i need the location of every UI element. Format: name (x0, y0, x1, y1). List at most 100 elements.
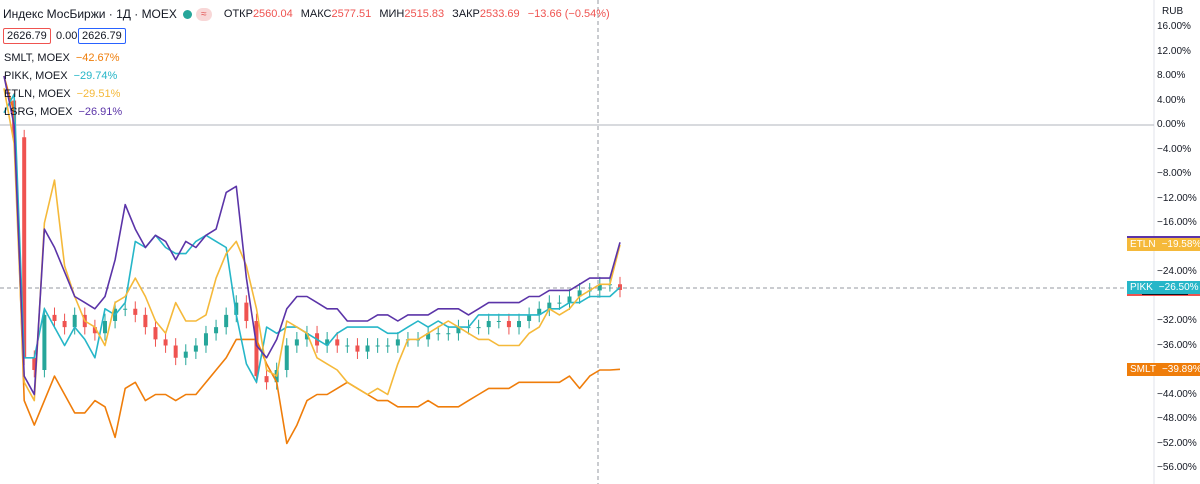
imoex-candle (355, 345, 360, 352)
imoex-candle (527, 314, 532, 321)
legend-value-etln: −29.51% (76, 88, 121, 100)
price-tag-name: SMLT (1130, 363, 1156, 375)
price-tag-name: PIKK (1130, 281, 1153, 293)
series-line-etln (3, 88, 621, 402)
y-tick-label: −44.00% (1157, 388, 1197, 400)
imoex-candle (365, 345, 370, 352)
imoex-candle (456, 327, 461, 334)
wave-icon[interactable]: ≈ (195, 7, 212, 21)
ohlc-readout: ОТКР2560.04 МАКС2577.51 МИН2515.83 ЗАКР2… (224, 8, 610, 20)
imoex-candle (193, 345, 198, 352)
price-tag-etln: ETLN −19.58% (1127, 238, 1200, 252)
price-tag-name: ETLN (1130, 239, 1156, 251)
chart-header: Индекс МосБиржи · 1Д · MOEX ≈ ОТКР2560.0… (3, 7, 610, 21)
y-tick-label: 12.00% (1157, 45, 1191, 57)
imoex-candle (264, 376, 269, 383)
imoex-candle (557, 302, 562, 304)
imoex-candle (506, 321, 511, 328)
symbol-title[interactable]: Индекс МосБиржи · 1Д · MOEX (3, 7, 177, 21)
imoex-candle (385, 345, 390, 347)
price-tag-smlt: SMLT −39.89% (1127, 362, 1200, 376)
y-tick-label: −56.00% (1157, 462, 1197, 473)
open-value: 2560.04 (252, 8, 293, 20)
imoex-candle (547, 302, 552, 309)
imoex-candle (284, 345, 289, 370)
buy-price-box[interactable]: 2626.79 (78, 28, 126, 44)
y-tick-label: 8.00% (1157, 70, 1186, 81)
legend-value-lsrg: −26.91% (78, 106, 123, 118)
y-tick-label: −36.00% (1157, 339, 1197, 351)
imoex-candle (92, 327, 97, 334)
price-tag-value: −39.89% (1161, 363, 1200, 375)
imoex-candle (304, 333, 309, 340)
imoex-candle (173, 345, 178, 358)
imoex-candle (244, 302, 249, 321)
imoex-candle (426, 333, 431, 340)
imoex-candle (123, 308, 128, 310)
legend-value-pikk: −29.74% (73, 70, 118, 82)
imoex-candle (345, 345, 350, 347)
legend-item-lsrg[interactable]: LSRG, MOEX −26.91% (4, 106, 123, 118)
imoex-candle (42, 314, 47, 370)
imoex-candle (476, 327, 481, 329)
low-value: 2515.83 (404, 8, 445, 20)
imoex-candle (102, 321, 107, 334)
imoex-candle (234, 302, 239, 315)
market-status-icon (182, 9, 192, 19)
imoex-candle (597, 284, 602, 291)
imoex-candle (577, 290, 582, 297)
imoex-candle (183, 351, 188, 358)
y-tick-label: −16.00% (1157, 217, 1197, 228)
imoex-candle (153, 327, 158, 340)
imoex-candle (567, 296, 572, 303)
y-tick-label: −8.00% (1157, 168, 1192, 179)
close-label: ЗАКР (452, 8, 480, 20)
y-tick-label: 4.00% (1157, 94, 1186, 106)
y-tick-label: −12.00% (1157, 192, 1197, 204)
low-label: МИН (379, 8, 405, 20)
imoex-candle (22, 137, 27, 358)
imoex-candle (486, 321, 491, 328)
y-tick-label: 16.00% (1157, 21, 1191, 32)
close-value: 2533.69 (479, 8, 520, 20)
price-tag-value: −19.58% (1161, 239, 1200, 251)
legend-item-pikk[interactable]: PIKK, MOEX −29.74% (4, 70, 118, 82)
spread-value: 0.00 (56, 30, 78, 42)
y-tick-label: −52.00% (1157, 437, 1197, 449)
y-tick-label: −4.00% (1157, 143, 1192, 155)
legend-item-etln[interactable]: ETLN, MOEX −29.51% (4, 88, 121, 100)
imoex-candle (436, 333, 441, 335)
imoex-candle (618, 284, 622, 290)
imoex-candle (143, 314, 148, 328)
imoex-candle (254, 321, 259, 377)
high-label: МАКС (300, 8, 332, 20)
imoex-candle (214, 327, 219, 334)
imoex-candle (224, 314, 229, 328)
imoex-candle (335, 339, 340, 346)
series-line-pikk (3, 93, 621, 384)
imoex-candle (133, 308, 138, 315)
legend-item-smlt[interactable]: SMLT, MOEX −42.67% (4, 52, 120, 64)
y-tick-label: −32.00% (1157, 315, 1197, 326)
imoex-candle (395, 339, 400, 346)
open-label: ОТКР (223, 8, 253, 20)
legend-value-smlt: −42.67% (75, 52, 120, 64)
imoex-candle (72, 314, 77, 328)
imoex-candle (203, 333, 208, 346)
imoex-candle (537, 308, 542, 315)
imoex-candle (163, 339, 168, 346)
series-line-lsrg (3, 75, 621, 396)
high-value: 2577.51 (331, 8, 372, 20)
imoex-candle (62, 321, 67, 328)
imoex-candle (32, 357, 37, 370)
y-tick-label: 0.00% (1157, 119, 1186, 130)
imoex-candle (52, 314, 57, 321)
y-tick-label: −48.00% (1157, 413, 1197, 424)
imoex-candle (375, 345, 380, 347)
imoex-candle (517, 321, 522, 328)
sell-price-box[interactable]: 2626.79 (3, 28, 51, 44)
currency-label[interactable]: RUB (1162, 6, 1184, 17)
price-tag-value: −26.50% (1158, 281, 1199, 293)
imoex-candle (446, 333, 451, 335)
